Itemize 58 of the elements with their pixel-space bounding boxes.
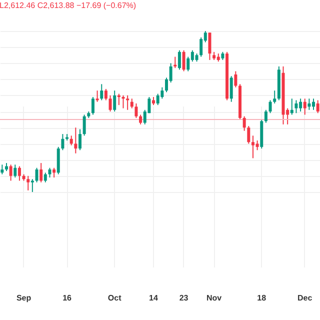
x-tick-label: Sep	[16, 294, 32, 302]
candlestick	[290, 98, 294, 116]
candlestick	[208, 32, 212, 60]
x-tick-label: Nov	[206, 294, 222, 302]
candlestick	[242, 116, 246, 132]
candlestick	[308, 98, 311, 110]
x-tick-label: Dec	[298, 294, 313, 302]
candlestick	[18, 166, 21, 182]
candlestick	[52, 167, 56, 178]
candlestick	[14, 164, 17, 178]
candlestick	[134, 102, 138, 118]
candlestick	[256, 140, 259, 151]
candlestick	[126, 94, 130, 110]
candlestick	[100, 84, 104, 101]
candlestick	[273, 90, 276, 104]
candlestick	[303, 98, 306, 116]
candlestick	[156, 93, 160, 106]
candlestick	[200, 36, 203, 58]
candlestick	[40, 162, 43, 183]
candlestick	[139, 114, 142, 125]
candlestick	[96, 90, 99, 102]
candlestick	[316, 100, 320, 114]
x-tick-label: 18	[257, 294, 267, 302]
candlestick	[122, 94, 125, 109]
candlestick	[234, 70, 238, 88]
candlestick	[182, 50, 186, 72]
candlestick	[9, 164, 12, 182]
candlestick	[26, 175, 30, 191]
x-tick-label: 16	[62, 294, 72, 302]
candlestick	[0, 164, 4, 175]
candlestick	[82, 114, 86, 136]
candlestick	[130, 98, 134, 109]
candlestick	[91, 96, 94, 116]
candlestick	[178, 50, 181, 70]
candlestick	[35, 167, 38, 183]
candlestick	[44, 172, 47, 183]
x-tick-label: 14	[149, 294, 159, 302]
candlestick	[186, 56, 190, 72]
candlestick	[264, 109, 268, 124]
candlestick	[48, 167, 52, 178]
candlestick	[230, 76, 233, 102]
candlestick	[70, 135, 73, 146]
candlestick	[247, 125, 250, 144]
candlestick	[294, 100, 298, 114]
x-tick-label: 23	[179, 294, 189, 302]
x-tick-label: Oct	[108, 294, 122, 302]
candlestick	[113, 90, 116, 112]
chart-title: L2,612.46 C2,613.88 −17.69 (−0.67%)	[0, 1, 136, 10]
candlestick	[104, 88, 108, 101]
candlestick	[61, 134, 64, 151]
candlestick	[108, 94, 112, 112]
candlestick	[268, 100, 272, 114]
candlestick	[74, 127, 78, 154]
candlestick	[30, 178, 34, 192]
candlestick	[117, 93, 120, 106]
candlestick	[78, 128, 82, 151]
candlestick	[160, 86, 164, 100]
candlestick	[174, 56, 177, 69]
